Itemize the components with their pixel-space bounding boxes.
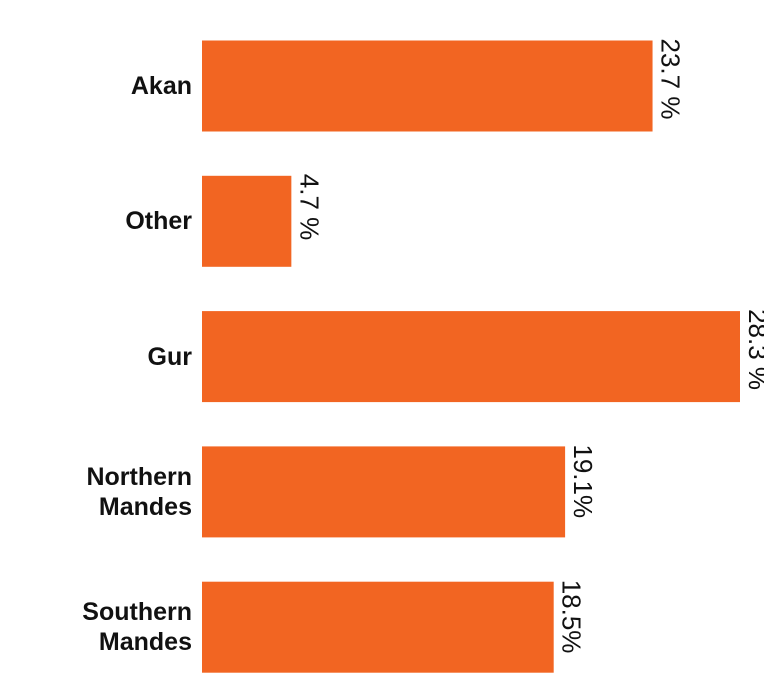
category-label: Akan [130, 72, 192, 100]
bar [202, 311, 740, 403]
value-label: 28.3 % [743, 309, 764, 390]
category-label: Southern Mandes [82, 598, 192, 657]
value-label: 18.5% [557, 580, 587, 654]
category-label: Other [125, 207, 192, 236]
value-label: 19.1% [568, 444, 598, 518]
bar [202, 446, 566, 538]
bar [202, 40, 653, 132]
category-label: Gur [147, 342, 192, 371]
category-label: Northern Mandes [86, 462, 192, 521]
bar [202, 175, 292, 267]
value-label: 23.7 % [656, 39, 686, 120]
bar [202, 581, 554, 673]
value-label: 4.7 % [294, 174, 324, 241]
